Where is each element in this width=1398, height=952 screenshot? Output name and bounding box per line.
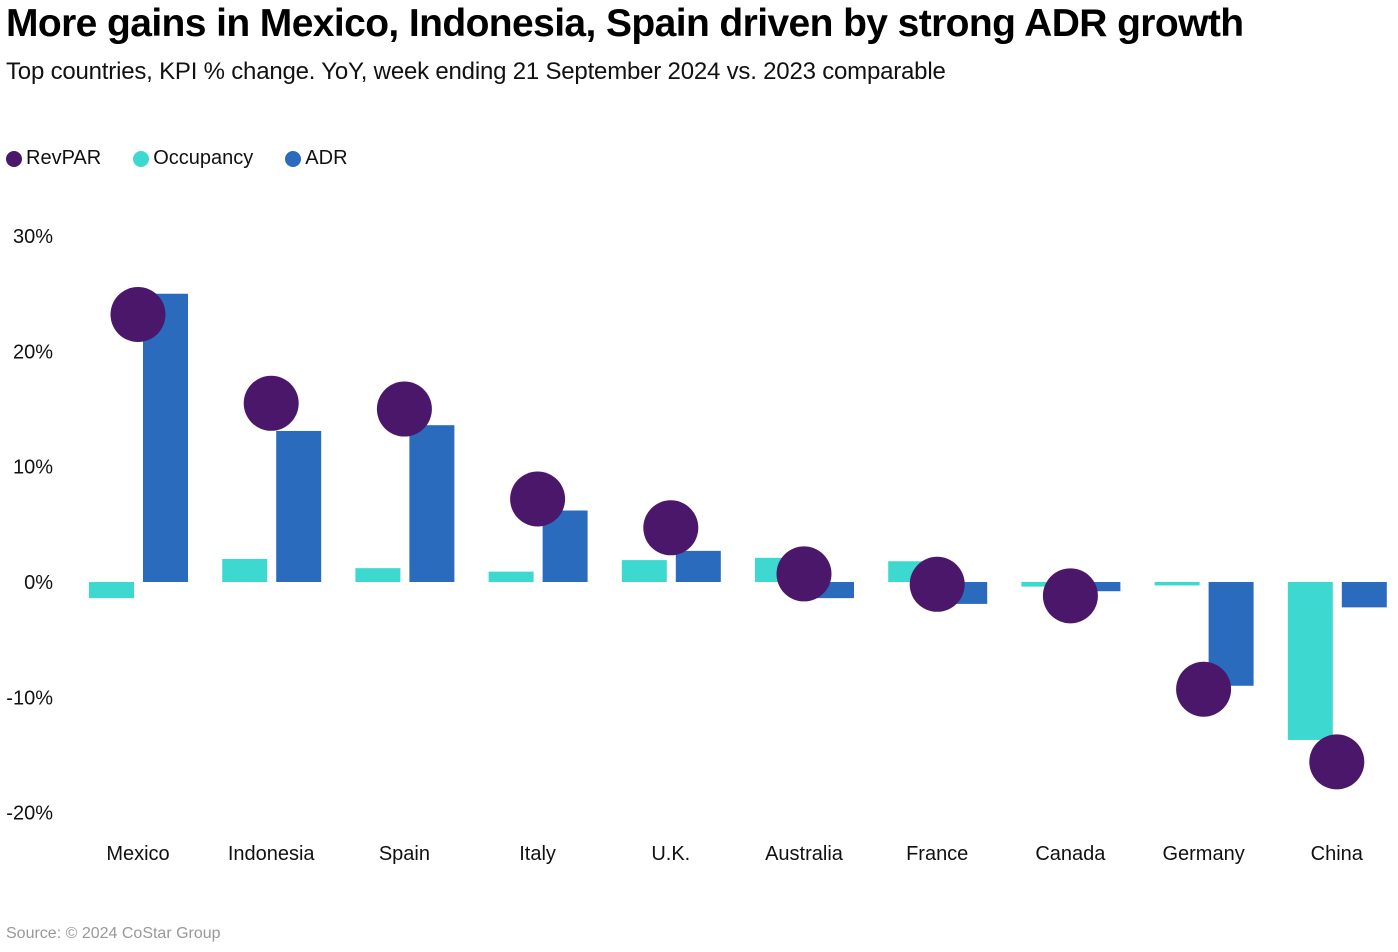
bar-occupancy-mexico[interactable] xyxy=(89,582,134,599)
dot-revpar-indonesia[interactable] xyxy=(243,375,299,431)
dot-revpar-france[interactable] xyxy=(909,556,965,612)
x-tick-label-china: China xyxy=(1311,843,1364,865)
x-tick-label-italy: Italy xyxy=(519,843,556,865)
x-tick-label-france: France xyxy=(906,843,968,865)
y-tick-label: 10% xyxy=(13,457,53,479)
chart-subtitle: Top countries, KPI % change. YoY, week e… xyxy=(6,58,946,85)
legend-item-occupancy[interactable]: Occupancy xyxy=(133,147,253,170)
y-tick-label: -10% xyxy=(6,687,53,709)
x-tick-label-u-k: U.K. xyxy=(651,843,690,865)
x-tick-label-germany: Germany xyxy=(1162,843,1244,865)
x-tick-label-indonesia: Indonesia xyxy=(228,843,316,865)
bar-occupancy-canada[interactable] xyxy=(1021,582,1067,587)
x-tick-label-spain: Spain xyxy=(379,843,430,865)
y-tick-label: 30% xyxy=(13,226,53,248)
revpar-dots xyxy=(110,287,1365,790)
bar-occupancy-germany[interactable] xyxy=(1154,582,1200,586)
dot-revpar-spain[interactable] xyxy=(376,381,432,437)
bar-adr-china[interactable] xyxy=(1341,582,1387,608)
dot-revpar-china[interactable] xyxy=(1309,734,1365,790)
y-tick-label: -20% xyxy=(6,803,53,825)
y-axis: 30% 20% 10% 0% -10% -20% xyxy=(6,226,53,825)
y-tick-label: 20% xyxy=(13,341,53,363)
legend-label-adr: ADR xyxy=(305,147,348,169)
legend-label-revpar: RevPAR xyxy=(26,147,102,169)
bar-occupancy-italy[interactable] xyxy=(488,571,534,582)
x-tick-label-canada: Canada xyxy=(1035,843,1106,865)
x-axis: Mexico Indonesia Spain Italy U.K. Australia Fr… xyxy=(106,843,1363,865)
dot-revpar-canada[interactable] xyxy=(1042,568,1098,624)
dot-revpar-u-k[interactable] xyxy=(643,500,699,556)
bar-occupancy-china[interactable] xyxy=(1287,582,1333,740)
legend: RevPAR Occupancy ADR xyxy=(6,147,348,170)
bar-adr-mexico[interactable] xyxy=(143,293,188,582)
dot-revpar-italy[interactable] xyxy=(510,471,566,527)
dot-revpar-mexico[interactable] xyxy=(110,287,166,343)
chart-title: More gains in Mexico, Indonesia, Spain d… xyxy=(6,2,1244,45)
dot-revpar-australia[interactable] xyxy=(776,546,832,602)
legend-item-adr[interactable]: ADR xyxy=(285,147,348,170)
legend-item-revpar[interactable]: RevPAR xyxy=(6,147,101,170)
bar-adr-indonesia[interactable] xyxy=(276,430,322,582)
y-tick-label: 0% xyxy=(24,572,53,594)
legend-dot-revpar-icon xyxy=(6,150,22,167)
legend-dot-adr-icon xyxy=(285,150,302,167)
x-tick-label-mexico: Mexico xyxy=(106,843,169,865)
legend-dot-occupancy-icon xyxy=(133,150,150,167)
x-tick-label-australia: Australia xyxy=(765,843,844,865)
bar-occupancy-u-k[interactable] xyxy=(621,560,667,582)
bar-adr-u-k[interactable] xyxy=(675,550,721,582)
bar-adr-canada[interactable] xyxy=(1075,582,1121,592)
source-note: Source: © 2024 CoStar Group xyxy=(6,925,221,942)
bar-occupancy-indonesia[interactable] xyxy=(222,558,268,582)
dot-revpar-germany[interactable] xyxy=(1176,661,1232,717)
bar-occupancy-spain[interactable] xyxy=(355,568,401,582)
bar-adr-spain[interactable] xyxy=(409,425,455,582)
legend-label-occupancy: Occupancy xyxy=(153,147,254,169)
